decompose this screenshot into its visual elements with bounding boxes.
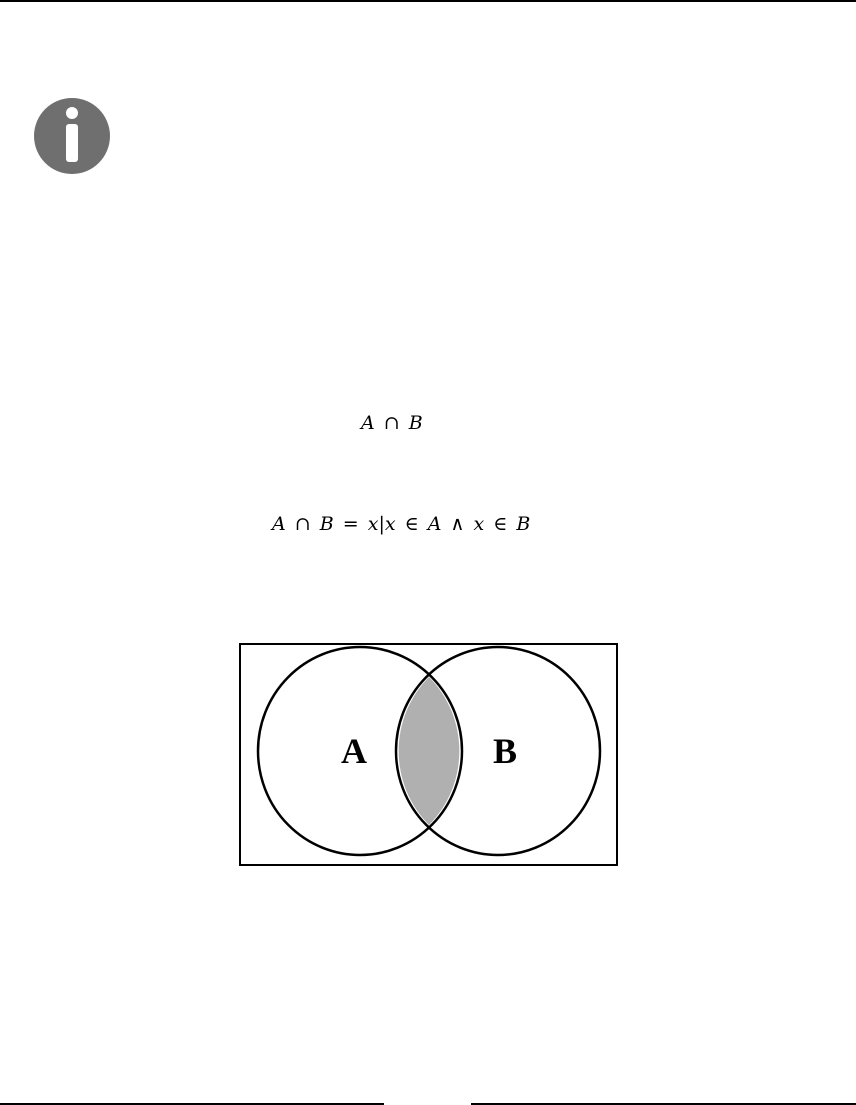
circle-b bbox=[394, 645, 602, 857]
set-b-symbol: B bbox=[408, 412, 423, 434]
equals-sign: = bbox=[342, 513, 359, 535]
such-that-bar: | bbox=[378, 513, 385, 535]
intersection-notation: A ∩ B bbox=[361, 414, 423, 433]
intersection-operator: ∩ bbox=[383, 412, 400, 434]
top-rule bbox=[0, 0, 856, 2]
intersection-operator: ∩ bbox=[294, 513, 311, 535]
logical-and-symbol: ∧ bbox=[450, 513, 465, 535]
set-b-symbol: B bbox=[516, 513, 531, 535]
set-a-symbol: A bbox=[427, 513, 442, 535]
venn-diagram: A B bbox=[239, 643, 618, 866]
intersection-definition: A ∩ B = x|x ∈ A ∧ x ∈ B bbox=[272, 515, 530, 534]
footer-rule-left bbox=[0, 1103, 384, 1105]
set-a-symbol: A bbox=[272, 513, 286, 535]
circle-a bbox=[256, 645, 464, 857]
set-b-symbol: B bbox=[319, 513, 334, 535]
element-variable: x bbox=[384, 513, 396, 535]
intersection-region bbox=[398, 677, 460, 825]
element-variable: x bbox=[473, 513, 485, 535]
venn-label-b: B bbox=[493, 731, 517, 771]
element-of-symbol: ∈ bbox=[493, 513, 508, 535]
element-of-symbol: ∈ bbox=[404, 513, 419, 535]
footer-rule-right bbox=[471, 1103, 856, 1105]
set-a-symbol: A bbox=[361, 412, 375, 434]
info-icon bbox=[34, 98, 110, 174]
element-variable: x bbox=[367, 513, 379, 535]
venn-label-a: A bbox=[341, 731, 367, 771]
